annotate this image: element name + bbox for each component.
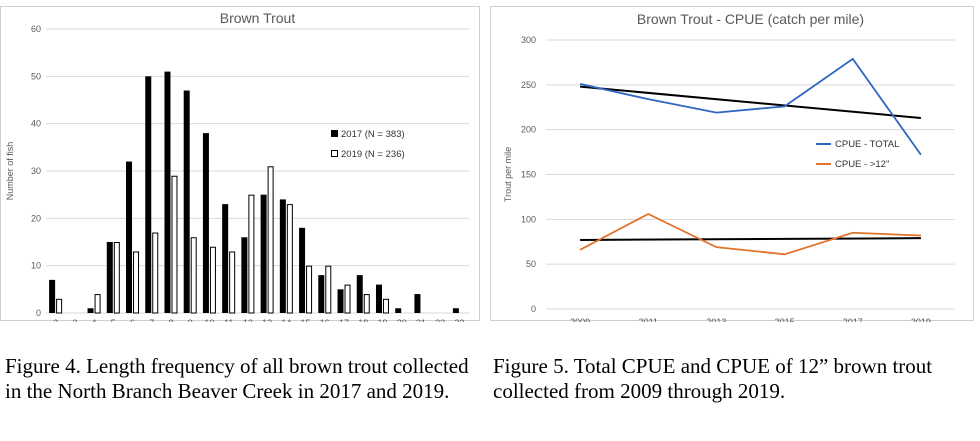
x-tick-label: 12 bbox=[243, 318, 253, 322]
bar-2019 bbox=[209, 246, 216, 314]
bar-2019 bbox=[267, 166, 274, 314]
x-tick-label: 23 bbox=[454, 318, 464, 322]
y-tick-label: 20 bbox=[31, 213, 41, 223]
trendline bbox=[580, 237, 921, 241]
y-tick-label: 0 bbox=[531, 304, 536, 314]
x-tick-label: 2017 bbox=[843, 317, 863, 322]
x-tick-label: 16 bbox=[320, 318, 330, 322]
bar-2017 bbox=[106, 242, 113, 313]
y-axis-label: Trout per mile bbox=[503, 147, 513, 202]
x-tick-label: 6 bbox=[130, 318, 135, 322]
legend-label: 2019 (N = 236) bbox=[341, 149, 405, 160]
chart-title: Brown Trout bbox=[220, 10, 296, 26]
bar-2017 bbox=[375, 284, 382, 313]
bar-2017 bbox=[202, 133, 209, 313]
length-frequency-chart: Brown Trout01020304050602345678910111213… bbox=[5, 10, 469, 322]
bar-2017 bbox=[241, 237, 248, 313]
x-tick-label: 4 bbox=[92, 318, 97, 322]
x-tick-label: 10 bbox=[204, 318, 214, 322]
legend-label: 2017 (N = 383) bbox=[341, 129, 405, 140]
x-tick-label: 18 bbox=[358, 318, 368, 322]
bar-2019 bbox=[171, 175, 178, 314]
bar-2017 bbox=[222, 204, 229, 313]
legend-swatch-2019 bbox=[331, 150, 338, 157]
y-tick-label: 10 bbox=[31, 261, 41, 271]
bar-2017 bbox=[299, 227, 306, 313]
bar-2019 bbox=[363, 294, 370, 314]
bar-2017 bbox=[279, 199, 286, 313]
bar-2019 bbox=[94, 294, 101, 314]
x-tick-label: 2013 bbox=[706, 317, 726, 322]
bar-2017 bbox=[49, 279, 56, 313]
y-tick-label: 0 bbox=[36, 308, 41, 318]
figure-5-caption: Figure 5. Total CPUE and CPUE of 12” bro… bbox=[493, 354, 933, 403]
bar-2017 bbox=[164, 71, 171, 313]
legend-label: CPUE - >12" bbox=[835, 159, 889, 170]
bar-2019 bbox=[113, 242, 120, 314]
bar-2017 bbox=[452, 308, 459, 313]
y-tick-label: 150 bbox=[521, 170, 536, 180]
bar-2017 bbox=[395, 308, 402, 313]
y-tick-label: 300 bbox=[521, 35, 536, 45]
cpue-chart-panel: Brown Trout - CPUE (catch per mile) 0 50 10… bbox=[490, 6, 974, 322]
figure-4-caption: Figure 4. Length frequency of all brown … bbox=[5, 354, 469, 403]
trendline bbox=[579, 85, 922, 120]
bar-2017 bbox=[337, 289, 344, 313]
y-axis-label: Number of fish bbox=[5, 142, 15, 201]
x-tick-label: 2 bbox=[53, 318, 58, 322]
y-tick-label: 50 bbox=[526, 259, 536, 269]
bar-2019 bbox=[133, 251, 140, 314]
x-tick-label: 2019 bbox=[911, 317, 931, 322]
bar-2017 bbox=[414, 294, 421, 313]
x-tick-label: 9 bbox=[188, 318, 193, 322]
x-tick-label: 2009 bbox=[570, 317, 590, 322]
x-tick-label: 7 bbox=[149, 318, 154, 322]
bar-2019 bbox=[248, 194, 255, 314]
x-tick-label: 17 bbox=[339, 318, 349, 322]
x-tick-label: 3 bbox=[72, 318, 77, 322]
bar-2019 bbox=[344, 284, 351, 314]
bar-2019 bbox=[286, 204, 293, 314]
y-tick-label: 250 bbox=[521, 80, 536, 90]
x-tick-label: 5 bbox=[111, 318, 116, 322]
legend-swatch-2017 bbox=[331, 130, 338, 137]
legend-label: CPUE - TOTAL bbox=[835, 139, 899, 150]
chart-title: Brown Trout - CPUE (catch per mile) bbox=[637, 11, 864, 27]
length-frequency-chart-panel: Brown Trout01020304050602345678910111213… bbox=[0, 6, 480, 322]
y-tick-label: 30 bbox=[31, 166, 41, 176]
series-line-cpue-total bbox=[579, 57, 922, 156]
bar-2019 bbox=[56, 298, 63, 314]
bar-2017 bbox=[87, 308, 94, 313]
y-tick-label: 200 bbox=[521, 125, 536, 135]
bar-2019 bbox=[382, 298, 389, 314]
cpue-chart: Brown Trout - CPUE (catch per mile) 0 50 10… bbox=[503, 11, 955, 322]
x-tick-label: 13 bbox=[262, 318, 272, 322]
x-tick-label: 21 bbox=[416, 318, 426, 322]
bar-2019 bbox=[229, 251, 236, 314]
bar-2019 bbox=[306, 265, 313, 314]
x-tick-label: 2011 bbox=[639, 317, 658, 322]
y-tick-label: 100 bbox=[521, 214, 536, 224]
bar-2019 bbox=[190, 237, 197, 314]
x-tick-label: 22 bbox=[435, 318, 445, 322]
bar-2017 bbox=[260, 194, 267, 313]
bar-2017 bbox=[356, 275, 363, 313]
series-line-cpue-12in bbox=[579, 212, 921, 256]
x-tick-label: 19 bbox=[377, 318, 387, 322]
x-tick-label: 15 bbox=[301, 318, 311, 322]
x-tick-label: 14 bbox=[281, 318, 291, 322]
x-tick-label: 8 bbox=[168, 318, 173, 322]
x-tick-label: 2015 bbox=[775, 317, 795, 322]
bar-2017 bbox=[183, 90, 190, 314]
bar-2017 bbox=[145, 76, 152, 313]
y-tick-label: 40 bbox=[31, 119, 41, 129]
bar-2019 bbox=[325, 265, 332, 314]
x-tick-label: 11 bbox=[224, 318, 233, 322]
bar-2019 bbox=[152, 232, 159, 314]
y-tick-label: 60 bbox=[31, 24, 41, 34]
bar-2017 bbox=[126, 161, 133, 313]
bar-2017 bbox=[318, 275, 325, 313]
x-tick-label: 20 bbox=[397, 318, 407, 322]
y-tick-label: 50 bbox=[31, 71, 41, 81]
